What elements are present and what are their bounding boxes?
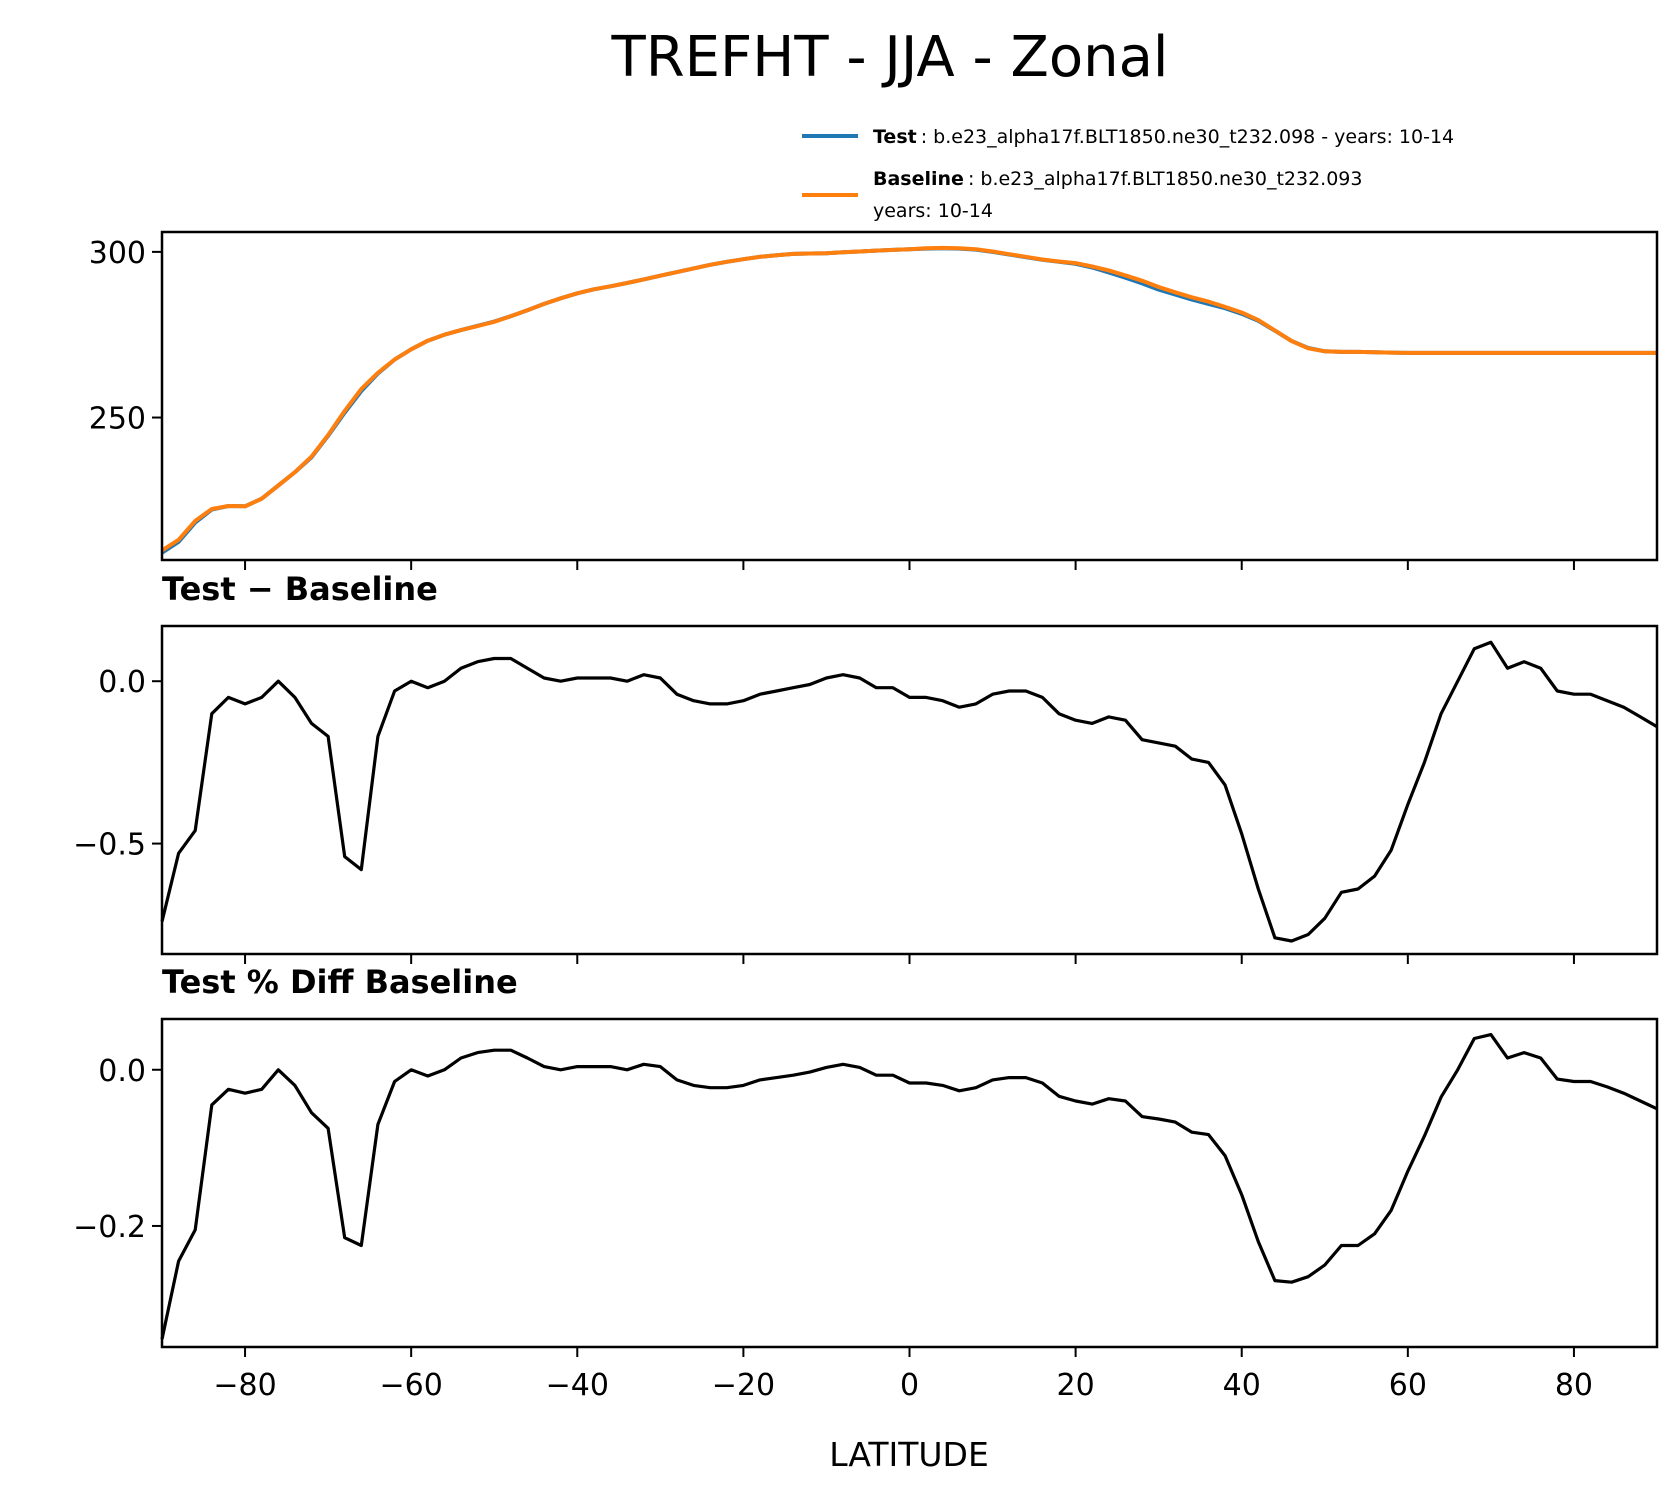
x-tick-label: −20 (712, 1368, 775, 1403)
panel-zonal-mean: 250 300 (89, 230, 1659, 570)
panel-subtitle: Test % Diff Baseline (162, 963, 518, 1001)
panel-subtitle: Test − Baseline (162, 570, 438, 608)
plot-frame (160, 624, 1659, 956)
legend-test-text: Test: b.e23_alpha17f.BLT1850.ne30_t232.0… (873, 126, 1454, 148)
x-tick-label: −80 (213, 1368, 276, 1403)
chart-title: TREFHT - JJA - Zonal (611, 25, 1169, 90)
series-line-baseline (160, 245, 1657, 553)
legend: Test: b.e23_alpha17f.BLT1850.ne30_t232.0… (802, 126, 1454, 222)
y-tick-label: −0.5 (73, 828, 146, 863)
legend-baseline-text: Baseline: b.e23_alpha17f.BLT1850.ne30_t2… (873, 168, 1362, 190)
x-tick-label: −60 (380, 1368, 443, 1403)
x-tick-label: 40 (1223, 1368, 1261, 1403)
x-tick-label: 60 (1389, 1368, 1427, 1403)
x-axis: −80 −60 −40 −20 0 20 40 60 80 (213, 1368, 1593, 1403)
series-line-test (160, 246, 1657, 555)
plot-frame (160, 1017, 1659, 1349)
x-tick-label: 20 (1057, 1368, 1095, 1403)
y-tick-label: 0.0 (98, 665, 146, 700)
series-line-test-diff-baseline (160, 1032, 1658, 1340)
x-axis-label: LATITUDE (829, 1435, 989, 1474)
plot-frame (160, 230, 1659, 562)
legend-baseline-desc: : b.e23_alpha17f.BLT1850.ne30_t232.093 (968, 168, 1363, 190)
series-line-test-baseline (160, 640, 1658, 943)
x-tick-label: 0 (900, 1368, 919, 1403)
legend-baseline-desc2: years: 10-14 (873, 200, 993, 222)
x-tick-label: −40 (546, 1368, 609, 1403)
y-tick-label: 300 (89, 236, 146, 271)
y-tick-label: 250 (89, 402, 146, 437)
legend-baseline-label: Baseline (873, 168, 964, 190)
y-tick-label: 0.0 (98, 1054, 146, 1089)
y-tick-label: −0.2 (73, 1210, 146, 1245)
x-tick-label: 80 (1555, 1368, 1593, 1403)
panel-test-minus-baseline: −0.5 0.0 Test − Baseline (73, 570, 1659, 964)
legend-test-label: Test (873, 126, 917, 148)
panel-test-percent-diff-baseline: −0.2 0.0 Test % Diff Baseline (73, 963, 1659, 1357)
legend-test-desc: : b.e23_alpha17f.BLT1850.ne30_t232.098 -… (921, 126, 1454, 148)
